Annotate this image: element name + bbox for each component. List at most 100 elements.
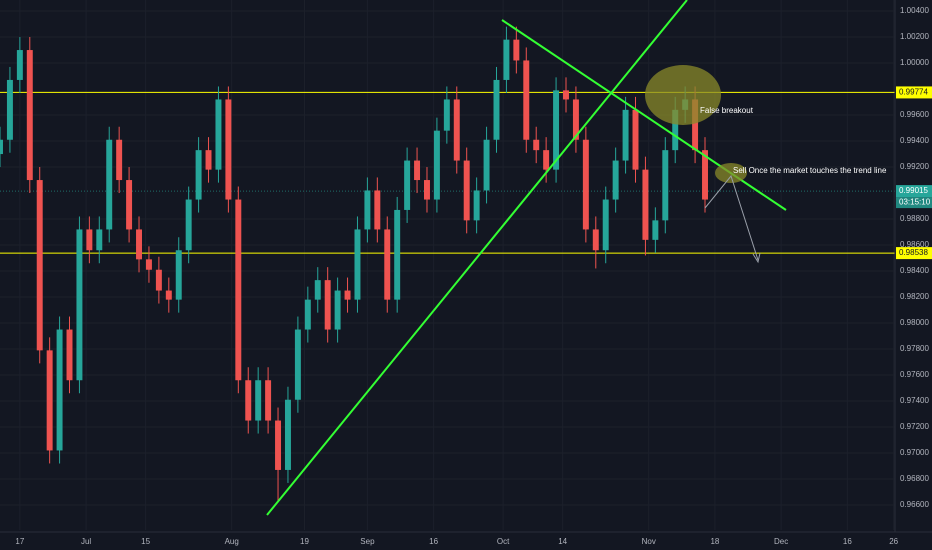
candle-body <box>165 290 172 300</box>
candle-body <box>473 190 480 221</box>
candle-body <box>145 259 152 270</box>
candles <box>0 26 708 503</box>
candle-body <box>553 90 560 170</box>
countdown-label: 03:15:10 <box>899 198 931 207</box>
candle-body <box>255 380 262 421</box>
candle-body <box>543 150 550 170</box>
y-tick-label: 1.00400 <box>900 6 929 15</box>
candle-body <box>672 109 679 151</box>
candle-body <box>572 99 579 140</box>
candle-body <box>334 290 341 330</box>
y-tick-label: 1.00000 <box>900 58 929 67</box>
candle-body <box>195 150 202 200</box>
candle-body <box>215 99 222 170</box>
candle-body <box>106 139 113 230</box>
y-tick-label: 0.97200 <box>900 422 929 431</box>
candle-body <box>483 139 490 191</box>
candle-body <box>265 380 272 421</box>
candle-body <box>324 280 331 330</box>
candle-body <box>76 229 83 381</box>
candle-body <box>96 229 103 251</box>
candle-body <box>513 39 520 61</box>
candle-body <box>225 99 232 200</box>
price-badge <box>896 185 932 198</box>
price-badge-label: 0.98538 <box>899 248 928 257</box>
candle-body <box>533 139 540 151</box>
candle-body <box>136 229 142 260</box>
y-tick-label: 0.99400 <box>900 136 929 145</box>
y-tick-label: 1.00200 <box>900 32 929 41</box>
candle-body <box>592 229 599 251</box>
candle-body <box>235 199 242 381</box>
price-badge-label: 0.99015 <box>899 186 928 195</box>
candle-body <box>652 220 659 240</box>
y-tick-label: 0.96800 <box>900 474 929 483</box>
y-tick-label: 0.98400 <box>900 266 929 275</box>
candle-body <box>642 169 649 240</box>
projection-arrow <box>704 174 759 261</box>
x-tick-label: Sep <box>360 537 375 546</box>
candle-body <box>26 50 33 181</box>
candle-body <box>602 199 609 251</box>
y-tick-label: 0.99600 <box>900 110 929 119</box>
candle-body <box>463 160 470 221</box>
x-tick-label: Jul <box>81 537 91 546</box>
candle-body <box>374 190 381 230</box>
grid <box>0 0 895 530</box>
candle-body <box>632 109 639 170</box>
candle-body <box>66 329 73 381</box>
candle-body <box>16 50 23 80</box>
y-tick-label: 0.97400 <box>900 396 929 405</box>
candle-body <box>563 90 569 100</box>
candle-body <box>622 109 629 161</box>
candle-body <box>503 39 510 80</box>
candle-body <box>175 250 182 300</box>
candle-body <box>284 399 291 470</box>
x-tick-label: Aug <box>225 537 239 546</box>
x-tick-label: 16 <box>843 537 852 546</box>
annotation: False breakout <box>700 106 754 115</box>
candle-body <box>582 139 589 230</box>
candle-body <box>46 350 53 451</box>
candle-body <box>364 190 371 230</box>
candle-body <box>0 139 3 155</box>
y-tick-label: 0.99200 <box>900 162 929 171</box>
candle-body <box>344 290 351 300</box>
axis-labels: 1.00400 1.00200 1.00000 0.99600 0.99400 0.992… <box>15 6 932 546</box>
candle-body <box>56 329 63 451</box>
x-tick-label: 18 <box>710 537 719 546</box>
candle-body <box>702 150 708 200</box>
candle-body <box>612 160 619 200</box>
y-tick-label: 0.98200 <box>900 292 929 301</box>
y-tick-label: 0.97800 <box>900 344 929 353</box>
x-tick-label: Dec <box>774 537 788 546</box>
candle-body <box>304 299 311 330</box>
candle-body <box>294 329 301 400</box>
price-badge <box>896 247 932 260</box>
price-badge-label: 0.99774 <box>899 88 928 97</box>
candle-body <box>86 229 93 251</box>
candle-body <box>6 79 13 140</box>
sell-zone <box>715 163 747 183</box>
x-tick-label: 19 <box>300 537 309 546</box>
false-breakout-zone <box>645 65 721 125</box>
candle-body <box>404 160 411 210</box>
x-tick-label: 17 <box>15 537 24 546</box>
candle-body <box>354 229 361 300</box>
y-tick-label: 0.98000 <box>900 318 929 327</box>
y-tick-label: 0.97000 <box>900 448 929 457</box>
candle-body <box>36 180 43 351</box>
arrow-head <box>752 252 761 264</box>
y-tick-label: 0.97600 <box>900 370 929 379</box>
candle-body <box>314 280 321 300</box>
candle-body <box>185 199 192 251</box>
candle-body <box>245 380 252 421</box>
x-tick-label: 16 <box>429 537 438 546</box>
candle-body <box>453 99 460 161</box>
candle-body <box>394 209 401 300</box>
candle-body <box>523 60 530 140</box>
x-tick-label: 14 <box>558 537 567 546</box>
candle-body <box>414 160 421 181</box>
